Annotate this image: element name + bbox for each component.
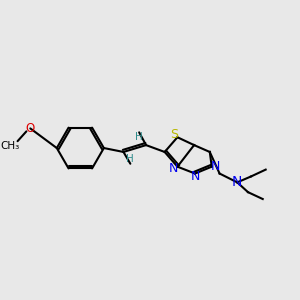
Text: S: S [170, 128, 178, 141]
Text: N: N [211, 160, 220, 173]
Text: N: N [169, 162, 178, 175]
Text: H: H [135, 132, 143, 142]
Text: O: O [26, 122, 35, 135]
Text: N: N [232, 176, 242, 189]
Text: CH₃: CH₃ [0, 141, 19, 151]
Text: N: N [190, 170, 200, 183]
Text: H: H [127, 154, 134, 164]
